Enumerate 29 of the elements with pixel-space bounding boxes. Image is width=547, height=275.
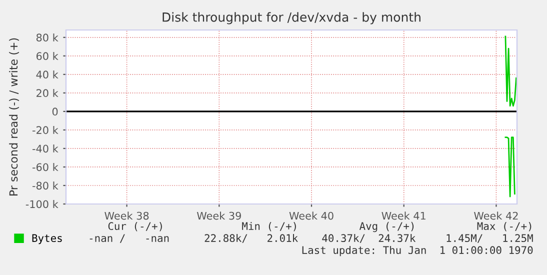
chart-title: Disk throughput for /dev/xvda - by month	[162, 12, 420, 24]
x-tick-label: Week 38	[104, 212, 149, 220]
y-tick-label: 60 k	[36, 52, 58, 60]
y-axis-title: Pr second read (-) / write (+)	[9, 38, 19, 196]
x-tick-label: Week 41	[382, 212, 426, 220]
text: Cur (-/+)	[108, 222, 162, 232]
x-tick-label: Week 39	[196, 212, 241, 220]
text: Last update: Thu Jan 1 01:00:00 1970	[302, 246, 533, 256]
x-tick-label: Week 42	[474, 212, 518, 220]
legend-label: Bytes	[32, 234, 62, 244]
text: Min (-/+)	[242, 222, 296, 232]
y-tick-label: -20 k	[32, 126, 58, 134]
text: -nan / -nan	[90, 234, 169, 243]
text: 1.45M/ 1.25M	[446, 234, 533, 243]
line-series	[504, 36, 517, 107]
y-tick-label: -80 k	[32, 182, 58, 190]
y-tick-label: 40 k	[36, 70, 58, 79]
text: Avg (-/+)	[359, 222, 414, 232]
text: Max (-/+)	[477, 222, 532, 232]
y-tick-label: 20 k	[36, 88, 58, 98]
y-tick-label: 0	[52, 108, 58, 116]
y-tick-label: -40 k	[32, 144, 58, 153]
y-tick-label: 80 k	[36, 33, 58, 42]
line-series	[504, 136, 516, 198]
y-tick-label: -60 k	[32, 163, 58, 172]
y-tick-label: -100 k	[26, 200, 58, 208]
text: 22.88k/ 2.01k	[204, 234, 298, 243]
x-tick-label: Week 40	[289, 212, 334, 220]
text: 40.37k/ 24.37k	[322, 234, 416, 243]
